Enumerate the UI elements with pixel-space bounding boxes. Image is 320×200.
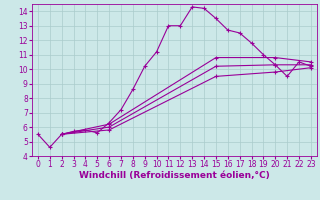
X-axis label: Windchill (Refroidissement éolien,°C): Windchill (Refroidissement éolien,°C) xyxy=(79,171,270,180)
